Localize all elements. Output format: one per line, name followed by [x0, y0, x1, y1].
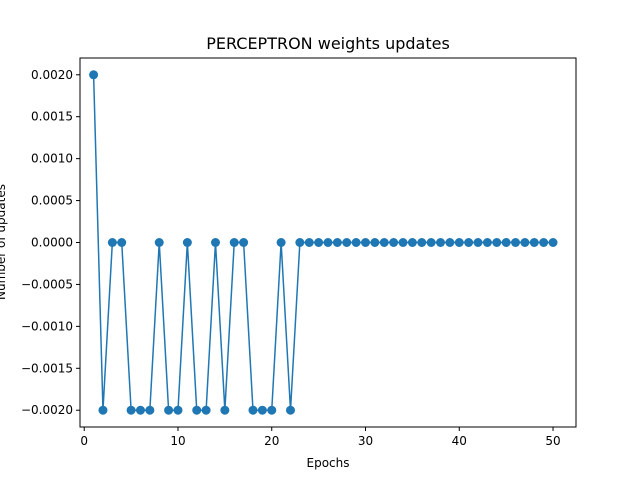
- data-point: [154, 238, 164, 247]
- y-tick-label: 0.0005: [31, 194, 73, 208]
- data-point: [473, 238, 483, 247]
- y-tick-label: 0.0020: [31, 68, 73, 82]
- data-point: [389, 238, 399, 247]
- x-tick-label: 30: [358, 434, 373, 448]
- y-tick-label: −0.0015: [21, 361, 73, 375]
- data-point: [492, 238, 502, 247]
- data-point: [520, 238, 530, 247]
- data-point: [539, 238, 549, 247]
- data-point: [229, 238, 239, 247]
- x-tick-label: 10: [170, 434, 185, 448]
- data-point: [314, 238, 324, 247]
- data-point: [285, 405, 295, 415]
- data-point: [370, 238, 380, 247]
- data-point: [220, 405, 230, 415]
- data-point: [117, 238, 127, 247]
- y-axis-label: Number of updates: [0, 184, 8, 300]
- data-point: [445, 238, 455, 247]
- data-point: [511, 238, 521, 247]
- data-point: [379, 238, 389, 247]
- data-point: [145, 405, 155, 415]
- chart-title: PERCEPTRON weights updates: [206, 34, 450, 53]
- data-point: [201, 405, 211, 415]
- data-point: [407, 238, 417, 247]
- y-axis-ticks: −0.0020 −0.0015 −0.0010 −0.0005 0.0000 0.0005…: [21, 68, 80, 417]
- x-tick-label: 50: [545, 434, 560, 448]
- y-tick-label: −0.0010: [21, 319, 73, 333]
- data-point: [248, 405, 258, 415]
- data-point: [342, 238, 352, 247]
- data-point: [436, 238, 446, 247]
- y-tick-label: 0.0000: [31, 236, 73, 250]
- data-point: [276, 238, 286, 247]
- data-point: [295, 238, 305, 247]
- series-line-group: [89, 70, 558, 415]
- x-tick-label: 0: [80, 434, 88, 448]
- x-tick-label: 20: [264, 434, 279, 448]
- data-point: [454, 238, 464, 247]
- x-axis-ticks: 0 10 20 30 40 50: [80, 427, 561, 448]
- y-tick-label: 0.0010: [31, 152, 73, 166]
- data-point: [182, 238, 192, 247]
- data-point: [323, 238, 333, 247]
- data-point: [173, 405, 183, 415]
- data-point: [398, 238, 408, 247]
- data-point: [501, 238, 511, 247]
- x-axis-label: Epochs: [307, 456, 350, 470]
- data-point: [529, 238, 539, 247]
- data-point: [417, 238, 427, 247]
- data-point: [464, 238, 474, 247]
- data-point: [107, 238, 117, 247]
- data-point: [192, 405, 202, 415]
- data-point: [257, 405, 267, 415]
- data-point: [126, 405, 136, 415]
- data-point: [267, 405, 277, 415]
- data-point: [239, 238, 249, 247]
- data-point: [361, 238, 371, 247]
- data-point: [135, 405, 145, 415]
- data-point: [304, 238, 314, 247]
- x-tick-label: 40: [452, 434, 467, 448]
- y-tick-label: −0.0020: [21, 403, 73, 417]
- data-point: [426, 238, 436, 247]
- data-point: [548, 238, 558, 247]
- y-tick-label: 0.0015: [31, 110, 73, 124]
- data-point: [164, 405, 174, 415]
- data-point: [89, 70, 99, 80]
- data-point: [98, 405, 108, 415]
- axes-frame: [79, 57, 577, 428]
- y-tick-label: −0.0005: [21, 277, 73, 291]
- data-point: [210, 238, 220, 247]
- data-point: [351, 238, 361, 247]
- data-point: [332, 238, 342, 247]
- data-point: [482, 238, 492, 247]
